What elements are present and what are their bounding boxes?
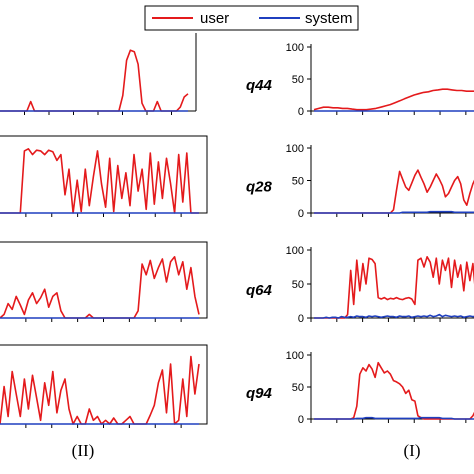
panel-II-3	[0, 241, 208, 322]
y-tick-label: 100	[286, 42, 304, 54]
panel-label-q44: q44	[246, 77, 273, 94]
caption-left: (II)	[72, 441, 95, 460]
y-tick-label: 0	[298, 106, 304, 118]
legend-user-label: user	[200, 10, 229, 27]
panel-label-q28: q28	[246, 179, 273, 196]
panel-I-3: 100 50 0 q64	[246, 245, 474, 325]
series-user-line	[0, 355, 200, 425]
panel-label-q94: q94	[246, 385, 273, 402]
panel-II-2	[0, 135, 208, 217]
series-user-line	[0, 255, 200, 319]
y-tick-label: 100	[286, 143, 304, 155]
series-system-line	[314, 313, 474, 319]
panel-I-4: 100 50 0 q94	[246, 350, 474, 426]
panel-II-4	[0, 344, 208, 428]
series-system-line	[314, 416, 474, 420]
panel-I-2: 100 50 0 q28	[246, 143, 474, 220]
y-tick-label: 50	[292, 176, 304, 188]
y-tick-label: 50	[292, 382, 304, 394]
series-system-line	[314, 210, 474, 214]
series-user-line	[0, 148, 199, 214]
y-tick-label: 100	[286, 350, 304, 362]
y-tick-label: 50	[292, 279, 304, 291]
series-user-line	[313, 88, 474, 111]
panel-label-q64: q64	[246, 282, 273, 299]
series-user-line	[314, 361, 474, 420]
series-user-line	[314, 255, 474, 319]
panels: 100 50 0 q44 100 50 0 q28 100 50 0 q64 100 50 0 q94	[0, 33, 474, 428]
y-tick-label: 0	[298, 414, 304, 426]
series-user-line	[314, 169, 474, 214]
y-tick-label: 0	[298, 313, 304, 325]
panel-I-1: 100 50 0 q44	[246, 42, 474, 118]
panel-frame	[0, 241, 208, 319]
y-tick-label: 0	[298, 208, 304, 220]
caption-right: (I)	[404, 441, 421, 460]
y-tick-label: 50	[292, 74, 304, 86]
panel-II-1	[0, 33, 197, 115]
series-user-line	[0, 49, 189, 112]
legend-system-label: system	[305, 10, 353, 27]
legend: user system	[144, 5, 359, 31]
y-tick-label: 100	[286, 245, 304, 257]
